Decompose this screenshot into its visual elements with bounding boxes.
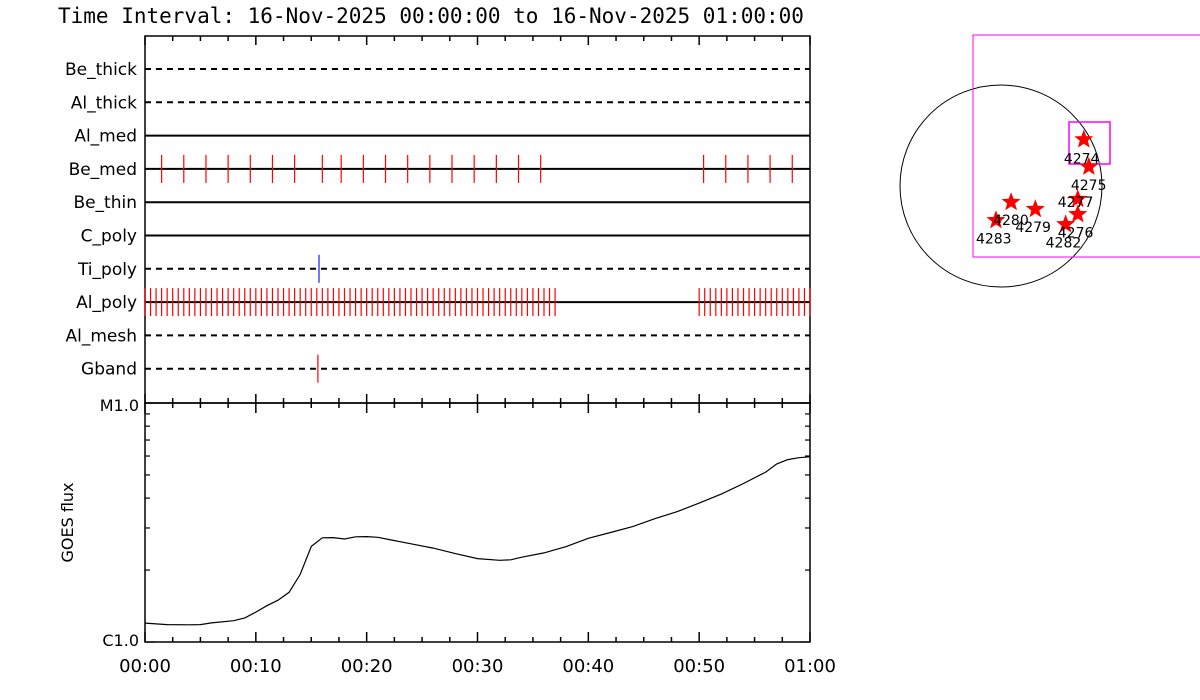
x-tick-label: 00:40 <box>562 656 614 677</box>
goes-frame <box>144 402 811 643</box>
channel-timeline-panel: Be_thick Al_thick Al_med Be_med Be_thin C_pol… <box>65 35 811 404</box>
region-star-4274 <box>1074 129 1094 148</box>
region-label-4277: 4277 <box>1058 195 1094 211</box>
channel-label-Al_poly: Al_poly <box>76 293 137 313</box>
time-interval-title: Time Interval: 16-Nov-2025 00:00:00 to 1… <box>58 4 804 28</box>
x-tick-label: 00:10 <box>230 656 282 677</box>
channel-label-Be_thick: Be_thick <box>65 60 137 80</box>
channel-label-Gband: Gband <box>81 360 137 380</box>
region-star-4280 <box>1001 192 1021 211</box>
goes-flux-panel: M1.0 C1.0 GOES flux 00:00 00:10 00:20 00:30 00:… <box>58 396 836 677</box>
region-star-4283 <box>986 210 1006 229</box>
region-label-4283: 4283 <box>976 231 1012 247</box>
goes-flux-curve <box>144 456 811 626</box>
solar-limb-circle <box>899 84 1103 288</box>
goes-y-tick-label-bottom: C1.0 <box>102 631 139 650</box>
goes-y-tick-label-top: M1.0 <box>100 396 139 415</box>
region-star-4277 <box>1068 189 1088 208</box>
region-label-4274: 4274 <box>1064 152 1100 168</box>
region-label-4276: 4276 <box>1058 225 1094 241</box>
channel-label-Al_mesh: Al_mesh <box>65 326 137 346</box>
channel-label-Be_med: Be_med <box>69 160 137 180</box>
x-tick-label: 00:50 <box>673 656 725 677</box>
region-label-4275: 4275 <box>1071 178 1107 194</box>
channel-label-Be_thin: Be_thin <box>73 193 137 213</box>
x-tick-label: 01:00 <box>784 656 836 677</box>
x-tick-label: 00:00 <box>119 656 171 677</box>
region-label-4280: 4280 <box>993 213 1029 229</box>
channel-label-C_poly: C_poly <box>81 227 137 247</box>
channel-label-Al_thick: Al_thick <box>71 93 137 113</box>
region-star-4282 <box>1056 214 1076 233</box>
channel-label-Ti_poly: Ti_poly <box>77 260 137 280</box>
channel-label-Al_med: Al_med <box>74 127 137 147</box>
region-label-4279: 4279 <box>1015 220 1051 236</box>
x-tick-label: 00:20 <box>341 656 393 677</box>
x-tick-label: 00:30 <box>452 656 504 677</box>
fov-outer-box <box>972 34 1200 258</box>
region-star-4275 <box>1079 156 1099 175</box>
timeline-frame <box>144 35 811 404</box>
region-star-4279 <box>1025 199 1045 218</box>
region-label-4282: 4282 <box>1046 235 1082 251</box>
region-star-4276 <box>1068 204 1088 223</box>
goes-y-axis-label: GOES flux <box>58 482 77 562</box>
